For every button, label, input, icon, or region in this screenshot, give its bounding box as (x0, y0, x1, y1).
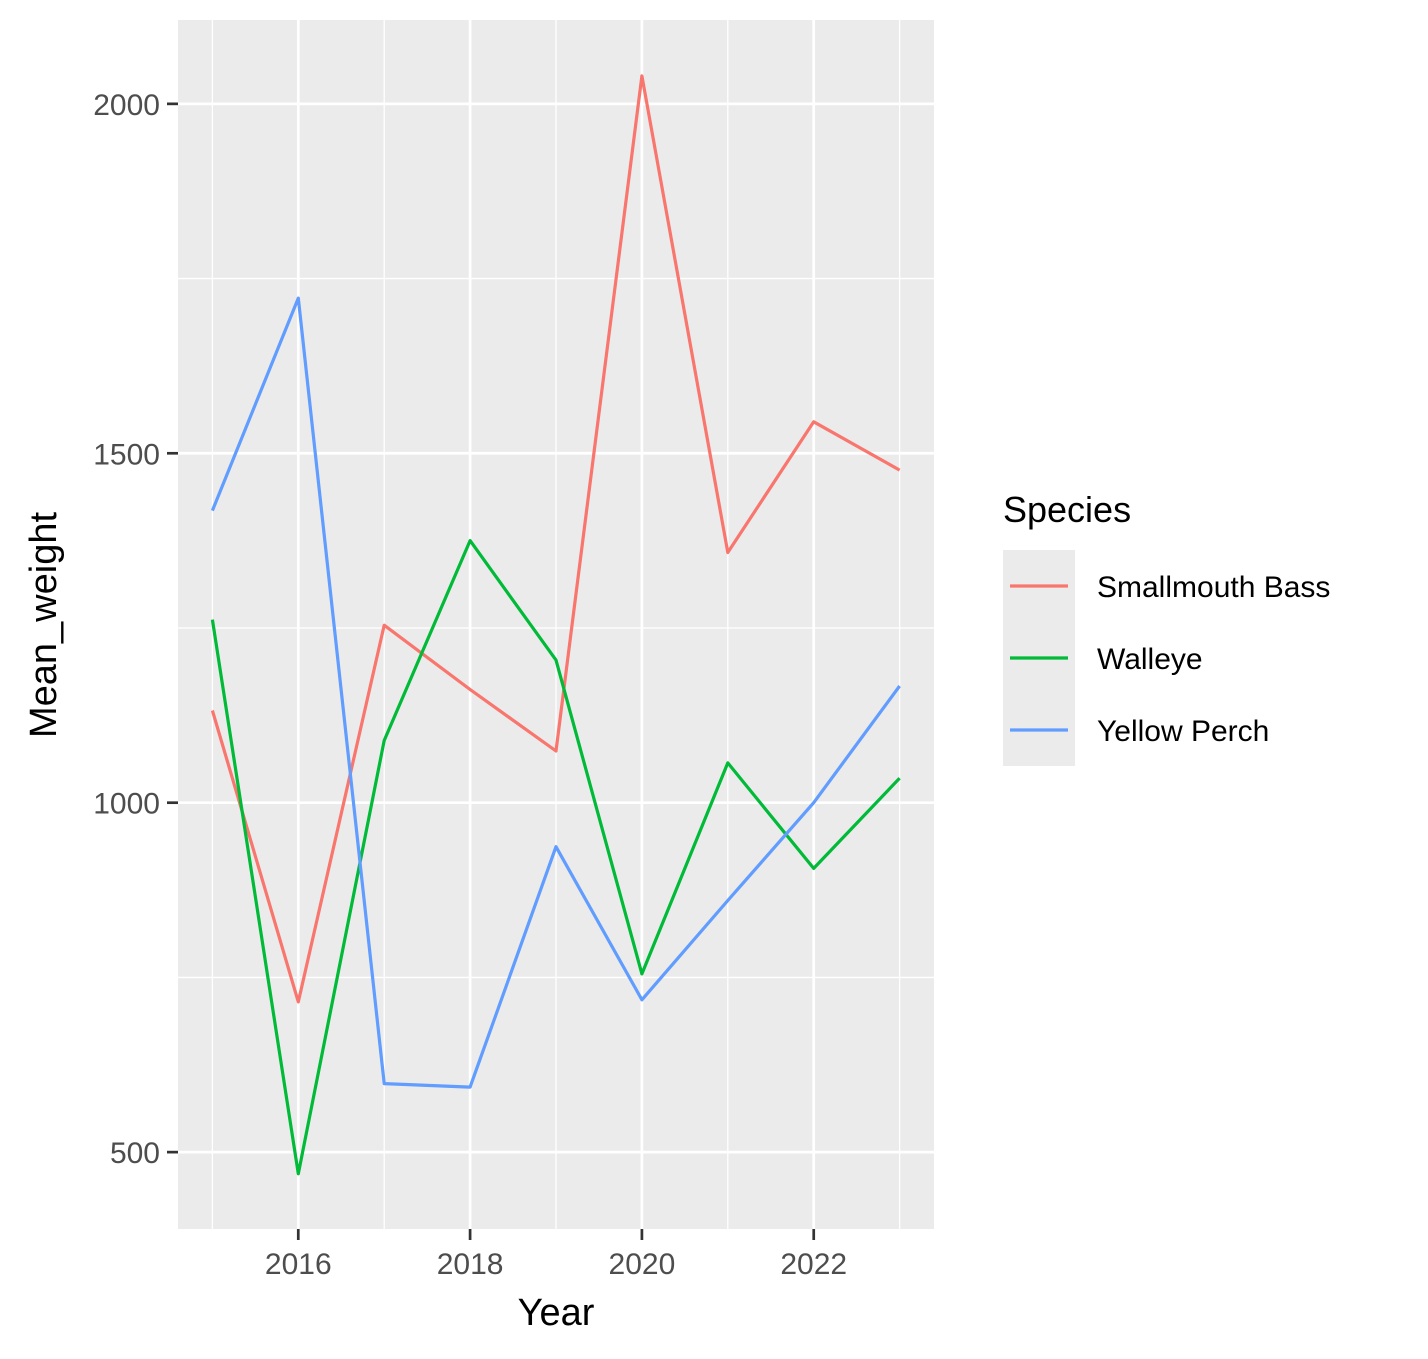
y-tick-label: 1500 (93, 438, 160, 471)
x-tick-label: 2022 (780, 1248, 847, 1281)
y-axis-title: Mean_weight (23, 512, 65, 738)
series-line-smallmouth-bass (210, 74, 901, 1004)
legend: Species Smallmouth Bass Walleye Yellow Per… (1003, 489, 1330, 766)
x-tick-label: 2018 (437, 1248, 504, 1281)
series-lines (210, 74, 901, 1176)
legend-label-yellow-perch: Yellow Perch (1097, 715, 1269, 748)
series-line-yellow-perch (210, 296, 901, 1089)
y-tick-label: 2000 (93, 89, 160, 122)
y-tick-label: 1000 (93, 788, 160, 821)
legend-label-smallmouth-bass: Smallmouth Bass (1097, 571, 1330, 604)
x-tick-label: 2020 (609, 1248, 676, 1281)
legend-label-walleye: Walleye (1097, 643, 1203, 676)
y-tick-label: 500 (110, 1137, 160, 1170)
major-gridlines (178, 20, 934, 1229)
x-axis: 2016 2018 2020 2022 (265, 1229, 847, 1281)
y-axis: 500 1000 1500 2000 (93, 89, 178, 1170)
x-axis-title: Year (518, 1292, 595, 1334)
x-tick-label: 2016 (265, 1248, 332, 1281)
legend-title: Species (1003, 489, 1131, 530)
